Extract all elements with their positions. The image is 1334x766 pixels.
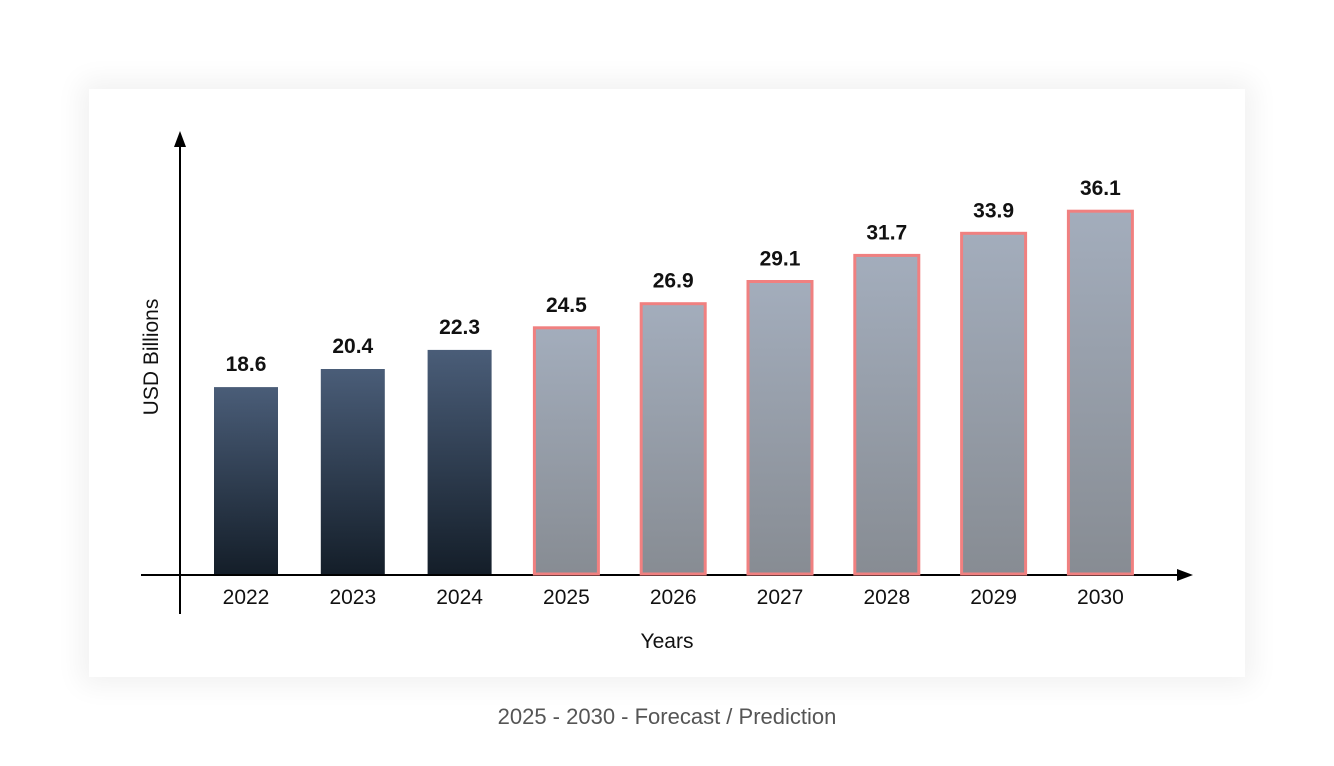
x-tick-label-2027: 2027	[757, 586, 804, 609]
bars-group	[214, 209, 1134, 576]
value-labels-group: 18.6 20.4 22.3 24.5 26.9 29.1 31.7 33.9 36.1	[226, 177, 1122, 376]
bar-2025	[532, 326, 600, 576]
x-tick-label-2030: 2030	[1077, 586, 1124, 609]
value-label-2026: 26.9	[653, 270, 694, 293]
bar-2023	[320, 369, 385, 574]
x-tick-label-2028: 2028	[863, 586, 910, 609]
y-axis-title: USD Billions	[140, 299, 163, 416]
bar-chart: 18.6 20.4 22.3 24.5 26.9 29.1 31.7 33.9 36.1 202…	[140, 131, 1193, 653]
bar-2030	[1066, 209, 1134, 576]
bar-2022	[214, 387, 278, 574]
value-label-2027: 29.1	[760, 248, 801, 271]
y-axis-arrow	[174, 131, 186, 147]
value-label-2028: 31.7	[866, 221, 907, 244]
x-tick-label-2022: 2022	[223, 586, 270, 609]
value-label-2025: 24.5	[546, 294, 587, 317]
bar-2024	[427, 349, 492, 574]
bar-2027	[746, 280, 814, 576]
x-tick-label-2024: 2024	[436, 586, 483, 609]
bar-2028	[853, 253, 921, 576]
x-tick-labels-group: 2022 2023 2024 2025 2026 2027 2028 2029 2030	[223, 586, 1124, 609]
bar-2026	[639, 302, 707, 576]
chart-card: 18.6 20.4 22.3 24.5 26.9 29.1 31.7 33.9 36.1 202…	[89, 89, 1245, 677]
x-axis-title: Years	[641, 630, 694, 653]
value-label-2029: 33.9	[973, 199, 1014, 222]
x-tick-label-2025: 2025	[543, 586, 590, 609]
value-label-2023: 20.4	[332, 335, 373, 358]
value-label-2030: 36.1	[1080, 177, 1121, 200]
x-tick-label-2026: 2026	[650, 586, 697, 609]
x-tick-label-2029: 2029	[970, 586, 1017, 609]
value-label-2024: 22.3	[439, 316, 480, 339]
x-axis-arrow	[1177, 569, 1193, 581]
chart-caption: 2025 - 2030 - Forecast / Prediction	[497, 704, 837, 729]
bar-2029	[960, 231, 1028, 576]
value-label-2022: 18.6	[226, 353, 267, 376]
x-tick-label-2023: 2023	[329, 586, 376, 609]
